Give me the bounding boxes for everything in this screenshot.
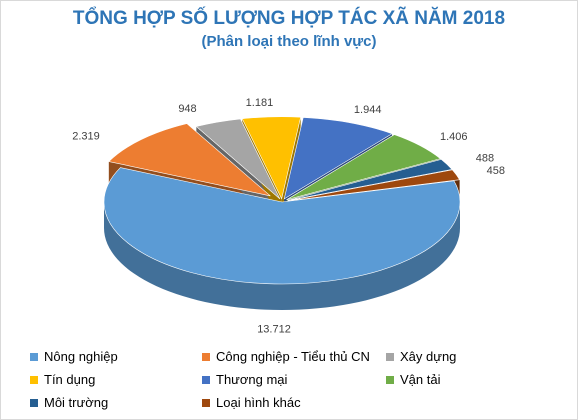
pie-slice-side-0 xyxy=(104,202,460,310)
pie-slice-0 xyxy=(103,167,461,285)
data-label-3: 1.181 xyxy=(246,97,274,109)
pie-slice-1 xyxy=(108,123,271,197)
legend-swatch xyxy=(202,375,210,384)
legend-label: Xây dựng xyxy=(400,349,457,364)
pie-slice-5 xyxy=(286,134,442,201)
chart-subtitle: (Phân loại theo lĩnh vực) xyxy=(201,33,377,50)
legend-label: Công nghiệp - Tiểu thủ CN xyxy=(216,349,370,364)
legend-label: Môi trường xyxy=(44,395,109,410)
data-label-1: 2.319 xyxy=(72,130,100,142)
pie-slice-6 xyxy=(287,159,453,201)
data-label-6: 488 xyxy=(476,153,494,165)
legend-label: Tín dụng xyxy=(44,372,96,387)
legend-label: Thương mại xyxy=(216,372,288,387)
legend-label: Vận tải xyxy=(400,372,441,387)
legend-swatch xyxy=(202,398,210,407)
legend-swatch xyxy=(386,352,394,361)
legend-item-3: Tín dụng xyxy=(30,372,95,387)
legend-item-5: Vận tải xyxy=(386,372,440,387)
legend-label: Loại hình khác xyxy=(216,395,301,410)
pie-slice-2 xyxy=(195,118,281,200)
data-label-7: 458 xyxy=(487,165,505,177)
legend-item-2: Xây dựng xyxy=(386,349,456,364)
legend-item-0: Nông nghiệp xyxy=(30,349,118,364)
data-label-2: 948 xyxy=(178,103,196,115)
legend-swatch xyxy=(202,352,210,361)
legend-label: Nông nghiệp xyxy=(44,349,118,364)
legend-swatch xyxy=(30,398,38,407)
legend-item-4: Thương mại xyxy=(202,372,287,387)
legend-item-6: Môi trường xyxy=(30,395,108,410)
data-label-5: 1.406 xyxy=(440,131,468,143)
data-label-0: 13.712 xyxy=(257,323,291,335)
legend-item-7: Loại hình khác xyxy=(202,395,301,410)
pie-slice-4 xyxy=(283,117,393,200)
legend-swatch xyxy=(30,375,38,384)
legend-item-1: Công nghiệp - Tiểu thủ CN xyxy=(202,349,370,364)
legend-swatch xyxy=(386,375,394,384)
chart-title: TỔNG HỢP SỐ LƯỢNG HỢP TÁC XÃ NĂM 2018 xyxy=(72,8,506,29)
pie-slice-7 xyxy=(287,169,461,202)
data-label-4: 1.944 xyxy=(354,104,382,116)
legend-swatch xyxy=(30,352,38,361)
pie-slice-3 xyxy=(241,116,302,200)
